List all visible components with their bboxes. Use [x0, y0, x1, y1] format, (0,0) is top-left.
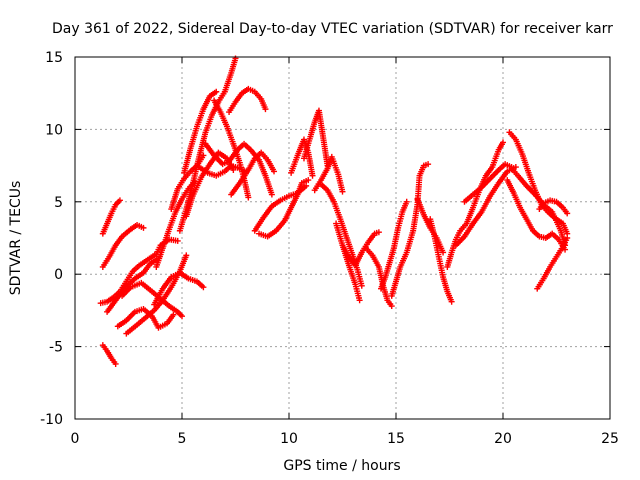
series-arc-18 [226, 85, 269, 116]
series-arc-21 [256, 177, 312, 240]
series-arc-19 [228, 149, 278, 198]
series-arc-9 [151, 269, 207, 308]
series-arc-36 [506, 129, 571, 237]
data-point [425, 161, 432, 168]
data-point [183, 252, 190, 259]
data-point [564, 210, 571, 217]
data-point [140, 224, 147, 231]
series-arc-29 [378, 198, 410, 292]
series-arc-28 [363, 245, 395, 310]
series-arc-23 [300, 107, 331, 169]
tick-marks [74, 56, 611, 420]
x-tick-label: 20 [494, 431, 512, 447]
x-tick-label: 5 [178, 431, 187, 447]
y-tick-label: 5 [54, 195, 63, 211]
series-arc-4 [99, 342, 119, 367]
y-tick-label: -10 [40, 412, 63, 428]
series-arc-30 [388, 161, 432, 299]
data-marks [97, 55, 571, 367]
series-arc-33 [444, 139, 506, 270]
x-tick-labels: 0 5 10 15 20 25 [71, 431, 619, 447]
data-point [262, 106, 269, 113]
series-arc-25 [318, 181, 365, 289]
x-tick-label: 10 [280, 431, 298, 447]
data-point [388, 303, 395, 310]
x-tick-label: 0 [71, 431, 80, 447]
grid-lines [75, 57, 610, 419]
data-point [564, 235, 571, 241]
series-arc-10 [153, 178, 198, 270]
y-tick-label: 15 [45, 50, 63, 66]
series-arc-34 [452, 164, 519, 249]
series-arc-24 [311, 153, 346, 195]
data-point [232, 55, 239, 62]
series-arc-3 [99, 197, 123, 237]
x-axis-label: GPS time / hours [283, 458, 400, 474]
data-point [245, 194, 252, 201]
data-point [339, 188, 346, 195]
y-tick-labels: -10 -5 0 5 10 15 [40, 50, 63, 428]
data-point [356, 297, 363, 304]
data-point [375, 229, 382, 236]
data-point [170, 311, 177, 318]
series-arc-20 [251, 182, 310, 234]
data-point [271, 168, 278, 175]
data-point [358, 282, 365, 289]
y-tick-label: 10 [45, 122, 63, 138]
series-arc-8 [119, 279, 185, 320]
data-point [448, 298, 455, 305]
data-point [440, 249, 447, 256]
series-arc-7 [123, 252, 190, 337]
series-arc-6 [114, 305, 177, 331]
series-arc-15 [196, 162, 250, 179]
series-arc-17 [211, 97, 252, 201]
series-arc-40 [536, 197, 571, 217]
data-point [213, 88, 220, 95]
data-point [200, 284, 207, 291]
data-point [268, 191, 275, 198]
data-point [305, 177, 312, 184]
data-point [309, 172, 316, 179]
plot-frame [74, 56, 611, 420]
series-arc-32 [427, 216, 455, 305]
data-point [112, 360, 119, 367]
series-arc-27 [339, 229, 382, 269]
data-point [500, 139, 506, 146]
data-point [403, 198, 410, 205]
data-point [116, 197, 123, 204]
y-tick-label: -5 [49, 340, 63, 356]
y-axis-label: SDTVAR / TECUs [8, 181, 24, 296]
series-arc-39 [534, 235, 571, 292]
y-tick-label: 0 [54, 267, 63, 283]
data-point [174, 237, 181, 244]
series-arc-2 [99, 221, 147, 270]
data-point [179, 313, 185, 320]
series-arc-13 [181, 88, 220, 176]
chart-title: Day 361 of 2022, Sidereal Day-to-day VTE… [52, 21, 613, 37]
x-tick-label: 15 [387, 431, 405, 447]
series-arc-1 [97, 236, 181, 307]
x-tick-label: 25 [601, 431, 619, 447]
